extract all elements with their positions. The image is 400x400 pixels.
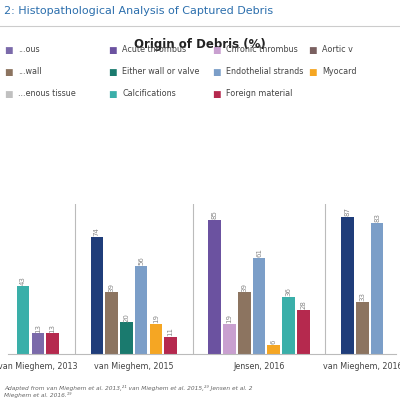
Text: Acute thrombus: Acute thrombus xyxy=(122,46,186,54)
Text: ■: ■ xyxy=(308,46,316,54)
Bar xyxy=(164,337,177,354)
Bar xyxy=(341,217,354,354)
Bar xyxy=(90,237,103,354)
Text: 13: 13 xyxy=(35,324,41,333)
Bar xyxy=(268,344,280,354)
Text: Myocard: Myocard xyxy=(322,68,356,76)
Bar xyxy=(46,334,59,354)
Bar xyxy=(238,292,251,354)
Text: 19: 19 xyxy=(153,314,159,323)
Text: ...enous tissue: ...enous tissue xyxy=(18,90,76,98)
Text: ■: ■ xyxy=(308,68,316,76)
Text: ■: ■ xyxy=(4,68,12,76)
Text: ■: ■ xyxy=(212,46,220,54)
Bar xyxy=(253,258,265,354)
Text: 19: 19 xyxy=(226,314,232,323)
Text: 61: 61 xyxy=(256,248,262,257)
Bar xyxy=(150,324,162,354)
Bar xyxy=(223,324,236,354)
Text: 11: 11 xyxy=(168,327,174,336)
Bar xyxy=(356,302,369,354)
Text: ■: ■ xyxy=(4,90,12,98)
Text: ■: ■ xyxy=(4,46,12,54)
Bar xyxy=(32,334,44,354)
Text: 85: 85 xyxy=(212,210,218,219)
Bar xyxy=(17,286,30,354)
Text: Endothelial strands: Endothelial strands xyxy=(226,68,303,76)
Text: van Mieghem, 2013: van Mieghem, 2013 xyxy=(0,362,78,371)
Text: Origin of Debris (%): Origin of Debris (%) xyxy=(134,38,266,51)
Text: van Mieghem, 2016: van Mieghem, 2016 xyxy=(322,362,400,371)
Text: Calcifications: Calcifications xyxy=(122,90,176,98)
Text: ...ous: ...ous xyxy=(18,46,40,54)
Text: van Mieghem, 2015: van Mieghem, 2015 xyxy=(94,362,174,371)
Text: ■: ■ xyxy=(108,68,116,76)
Text: 83: 83 xyxy=(374,213,380,222)
Text: 28: 28 xyxy=(300,300,306,309)
Text: 56: 56 xyxy=(138,256,144,265)
Text: 39: 39 xyxy=(108,283,114,292)
Bar xyxy=(371,223,383,354)
Text: 74: 74 xyxy=(94,228,100,236)
Text: Jensen, 2016: Jensen, 2016 xyxy=(233,362,285,371)
Text: 39: 39 xyxy=(241,283,247,292)
Text: 6: 6 xyxy=(271,339,277,344)
Text: Chronic thrombus: Chronic thrombus xyxy=(226,46,298,54)
Text: Aortic v: Aortic v xyxy=(322,46,353,54)
Text: 33: 33 xyxy=(359,292,365,301)
Bar xyxy=(282,297,295,354)
Text: 43: 43 xyxy=(20,276,26,285)
Text: ...wall: ...wall xyxy=(18,68,42,76)
Text: ■: ■ xyxy=(108,46,116,54)
Text: Either wall or valve: Either wall or valve xyxy=(122,68,199,76)
Text: 87: 87 xyxy=(344,207,350,216)
Text: 13: 13 xyxy=(50,324,56,333)
Text: ■: ■ xyxy=(212,68,220,76)
Text: Adapted from van Mieghem et al. 2013,²¹ van Mieghem et al. 2015,²⁹ Jensen et al.: Adapted from van Mieghem et al. 2013,²¹ … xyxy=(4,385,252,398)
Bar xyxy=(105,292,118,354)
Bar xyxy=(297,310,310,354)
Text: ■: ■ xyxy=(212,90,220,98)
Text: Foreign material: Foreign material xyxy=(226,90,292,98)
Text: ■: ■ xyxy=(108,90,116,98)
Text: 20: 20 xyxy=(123,313,129,322)
Bar xyxy=(135,266,147,354)
Bar xyxy=(208,220,221,354)
Text: 36: 36 xyxy=(286,287,292,296)
Text: 2: Histopathological Analysis of Captured Debris: 2: Histopathological Analysis of Capture… xyxy=(4,6,273,16)
Bar xyxy=(120,322,133,354)
